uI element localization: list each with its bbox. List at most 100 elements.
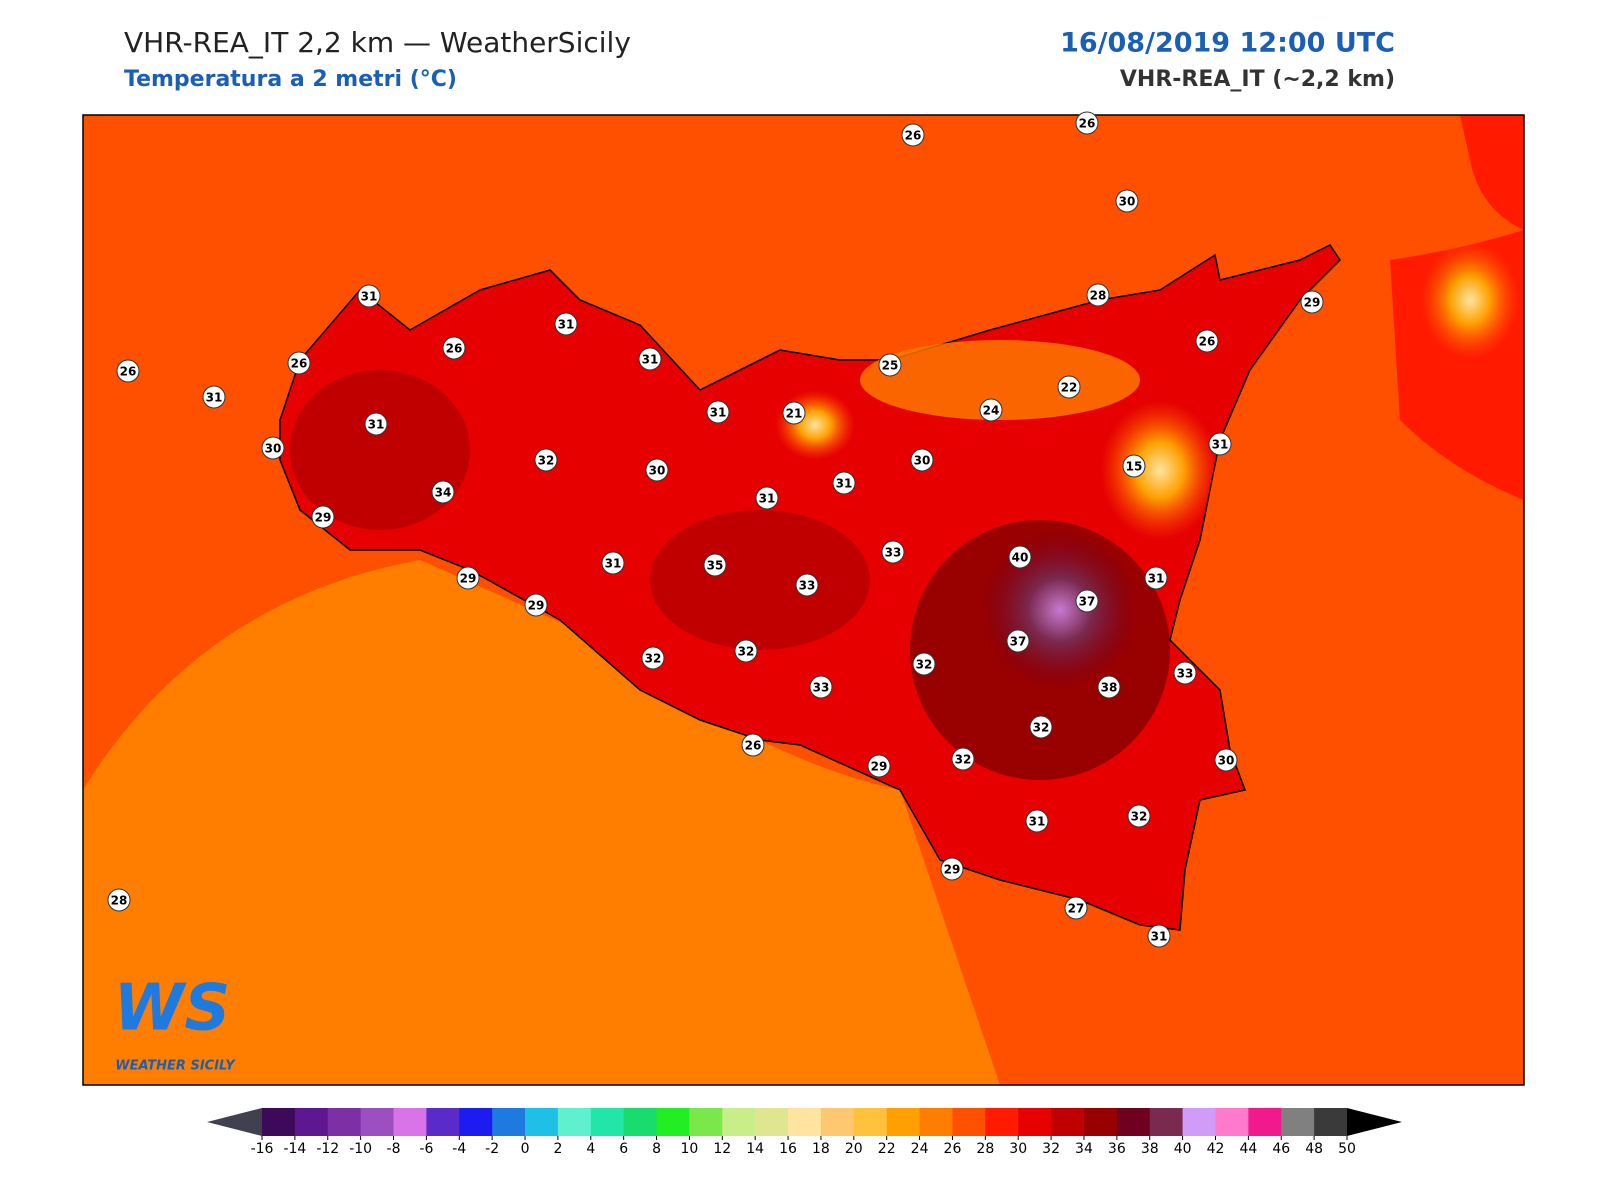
- station-marker: [1075, 589, 1099, 613]
- colorbar-tick-label: 16: [779, 1141, 797, 1157]
- colorbar-tick-label: 30: [1009, 1141, 1027, 1157]
- station-marker: [1115, 189, 1139, 213]
- station-value: 31: [206, 391, 223, 405]
- map: [83, 115, 1524, 1085]
- station-marker: [311, 505, 335, 529]
- station-value: 31: [836, 477, 853, 491]
- colorbar-segment: [459, 1108, 493, 1136]
- station-marker: [979, 398, 1003, 422]
- station-marker: [601, 551, 625, 575]
- colorbar-tick-label: 20: [845, 1141, 863, 1157]
- station-value: 31: [1148, 572, 1165, 586]
- station-value: 37: [1079, 595, 1096, 609]
- colorbar-segment: [1116, 1108, 1151, 1136]
- colorbar-tick-label: 12: [713, 1141, 731, 1157]
- station-value: 30: [1119, 195, 1136, 209]
- station-value: 33: [1177, 667, 1194, 681]
- station-marker: [1086, 283, 1110, 307]
- station-value: 38: [1101, 681, 1118, 695]
- station-value: 26: [120, 365, 137, 379]
- colorbar-segment: [525, 1108, 559, 1136]
- station-value: 31: [1151, 930, 1168, 944]
- station-value: 24: [983, 404, 1000, 418]
- station-marker: [795, 573, 819, 597]
- station-value: 26: [446, 342, 463, 356]
- station-value: 29: [871, 760, 888, 774]
- colorbar-tick-label: 36: [1108, 1141, 1126, 1157]
- station-marker: [287, 351, 311, 375]
- colorbar-tick-label: 6: [619, 1141, 628, 1157]
- station-value: 32: [1033, 721, 1050, 735]
- station-value: 32: [538, 454, 555, 468]
- logo-mark: WS: [114, 972, 231, 1046]
- station-value: 25: [882, 359, 899, 373]
- station-value: 29: [944, 863, 961, 877]
- colorbar-segment: [722, 1108, 756, 1136]
- colorbar-segment: [1051, 1108, 1085, 1136]
- colorbar-segment: [1149, 1108, 1184, 1136]
- station-value: 30: [1218, 754, 1235, 768]
- station-value: 40: [1012, 551, 1029, 565]
- zone: [650, 510, 870, 650]
- colorbar-tick-label: 28: [976, 1141, 994, 1157]
- colorbar-tick-label: 48: [1305, 1141, 1323, 1157]
- colorbar-segment: [1281, 1108, 1315, 1136]
- station-value: 26: [905, 129, 922, 143]
- colorbar-segment: [492, 1108, 526, 1136]
- colorbar-tick-label: 38: [1141, 1141, 1159, 1157]
- colorbar-segment: [623, 1108, 658, 1136]
- station-marker: [554, 312, 578, 336]
- colorbar-tick-label: 34: [1075, 1141, 1093, 1157]
- colorbar-tick-label: 26: [944, 1141, 962, 1157]
- colorbar-tick-label: -16: [251, 1141, 274, 1157]
- zone: [290, 370, 470, 530]
- colorbar-segment: [1083, 1108, 1118, 1136]
- station-value: 29: [1304, 296, 1321, 310]
- station-value: 30: [649, 464, 666, 478]
- model: VHR-REA_IT (~2,2 km): [1120, 67, 1395, 92]
- colorbar-tick-label: 8: [652, 1141, 661, 1157]
- colorbar-tick-label: 18: [812, 1141, 830, 1157]
- colorbar-tick-label: 10: [681, 1141, 699, 1157]
- colorbar-tick-label: 42: [1207, 1141, 1225, 1157]
- colorbar-tick-label: 32: [1042, 1141, 1060, 1157]
- datetime: 16/08/2019 12:00 UTC: [1060, 28, 1395, 59]
- station-value: 21: [786, 407, 803, 421]
- station-value: 31: [1029, 815, 1046, 829]
- colorbar-segment: [1248, 1108, 1282, 1136]
- colorbar-segment: [590, 1108, 625, 1136]
- station-marker: [1029, 715, 1053, 739]
- colorbar-tick-label: 50: [1338, 1141, 1356, 1157]
- sea-south: [83, 560, 1000, 1085]
- zone: [1420, 240, 1520, 360]
- station-value: 32: [1131, 810, 1148, 824]
- colorbar-tick-label: 0: [521, 1141, 530, 1157]
- station-value: 34: [435, 486, 452, 500]
- subtitle: Temperatura a 2 metri (°C): [124, 67, 457, 92]
- station-marker: [1208, 432, 1232, 456]
- station-value: 26: [745, 739, 762, 753]
- station-value: 31: [1212, 438, 1229, 452]
- colorbar-tick-label: 4: [586, 1141, 595, 1157]
- station-value: 31: [759, 492, 776, 506]
- station-marker: [364, 412, 388, 436]
- colorbar-tick-label: -12: [316, 1141, 339, 1157]
- station-value: 30: [265, 442, 282, 456]
- station-value: 26: [1079, 117, 1096, 131]
- station-value: 33: [885, 546, 902, 560]
- station-marker: [1300, 290, 1324, 314]
- station-marker: [809, 675, 833, 699]
- colorbar-tick-label: 40: [1174, 1141, 1192, 1157]
- station-marker: [107, 888, 131, 912]
- station-value: 30: [914, 454, 931, 468]
- colorbar: -16 -14 -12 -10 -8 -6 -4 -2 0 2 4 6 8 10 12 14 16 18 20 22 2…: [207, 1108, 1402, 1157]
- station-value: 29: [315, 511, 332, 525]
- station-value: 31: [368, 418, 385, 432]
- station-marker: [1006, 629, 1030, 653]
- station-marker: [782, 401, 806, 425]
- calabria-north: [1460, 115, 1524, 230]
- colorbar-tick-label: -8: [387, 1141, 401, 1157]
- station-marker: [940, 857, 964, 881]
- colorbar-segment: [393, 1108, 427, 1136]
- colorbar-segment: [1182, 1108, 1216, 1136]
